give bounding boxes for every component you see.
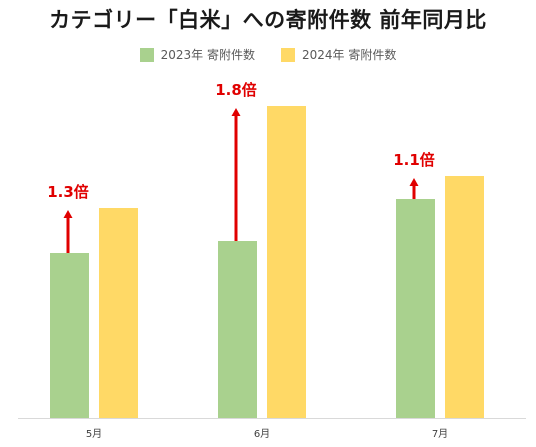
legend-item-2023: 2023年 寄附件数 xyxy=(139,46,255,63)
chart-title: カテゴリー「白米」への寄附件数 前年同月比 xyxy=(49,8,487,32)
bar-2023-5 xyxy=(50,253,89,418)
bar-2024-7 xyxy=(445,176,484,418)
growth-arrow-head xyxy=(231,108,241,116)
legend-swatch-2023 xyxy=(139,47,154,62)
legend-label-2023: 2023年 寄附件数 xyxy=(160,48,255,62)
growth-arrow-head xyxy=(409,178,419,186)
bar-2023-6 xyxy=(218,241,257,418)
growth-annotation: 1.3倍 xyxy=(47,183,89,201)
legend-item-2024: 2024年 寄附件数 xyxy=(281,46,396,63)
x-tick-label: 6月 xyxy=(254,428,270,440)
growth-annotation: 1.1倍 xyxy=(393,151,435,169)
growth-annotation: 1.8倍 xyxy=(215,81,257,99)
legend-swatch-2024 xyxy=(281,47,295,62)
chart-legend: 2023年 寄附件数 2024年 寄附件数 xyxy=(0,46,536,63)
bar-2024-6 xyxy=(267,106,306,418)
growth-arrow-head xyxy=(63,210,73,218)
bar-2024-5 xyxy=(99,208,138,418)
bar-2023-7 xyxy=(396,199,435,418)
legend-label-2024: 2024年 寄附件数 xyxy=(302,48,397,62)
x-tick-label: 5月 xyxy=(86,428,102,440)
x-tick-label: 7月 xyxy=(432,428,448,440)
